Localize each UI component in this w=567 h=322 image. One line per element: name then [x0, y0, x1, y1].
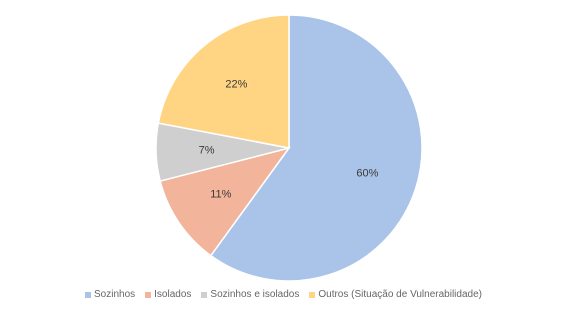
legend-label-outros: Outros (Situação de Vulnerabilidade) — [318, 289, 482, 300]
legend-label-isolados: Isolados — [154, 289, 192, 300]
legend-item-outros: Outros (Situação de Vulnerabilidade) — [309, 289, 482, 300]
legend-item-isolados: Isolados — [145, 289, 191, 300]
data-label-sozinhos-e-isolados: 7% — [199, 144, 215, 156]
chart-legend: Sozinhos Isolados Sozinhos e isolados Ou… — [0, 289, 567, 300]
data-label-isolados: 11% — [210, 188, 231, 200]
data-label-outros: 22% — [225, 78, 247, 90]
legend-item-sozinhos: Sozinhos — [85, 289, 135, 300]
pie-slice-outros — [157, 14, 290, 149]
legend-swatch-outros — [309, 291, 316, 298]
pie-slice-sozinhos — [209, 14, 423, 282]
legend-swatch-sozinhos — [85, 291, 92, 298]
legend-swatch-isolados — [145, 291, 152, 298]
legend-label-sozinhos-e-isolados: Sozinhos e isolados — [210, 289, 300, 300]
legend-label-sozinhos: Sozinhos — [94, 289, 136, 300]
legend-swatch-sozinhos-e-isolados — [201, 291, 208, 298]
legend-item-sozinhos-e-isolados: Sozinhos e isolados — [201, 289, 299, 300]
pie-chart-plot: 60% 11% 7% 22% — [155, 14, 423, 282]
pie-slice-isolados — [159, 146, 291, 257]
data-label-sozinhos: 60% — [356, 167, 378, 179]
